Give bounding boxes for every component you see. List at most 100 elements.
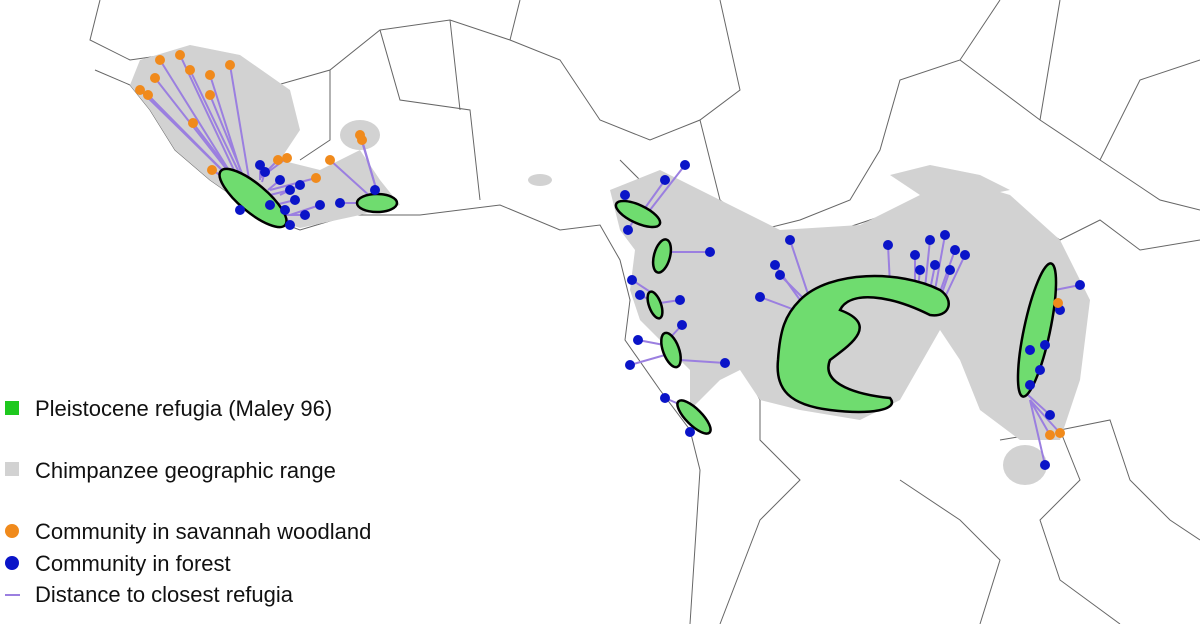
savannah-community bbox=[150, 73, 160, 83]
legend-label: Chimpanzee geographic range bbox=[35, 458, 336, 483]
forest-community bbox=[1075, 280, 1085, 290]
forest-community bbox=[265, 200, 275, 210]
forest-community bbox=[335, 198, 345, 208]
forest-community bbox=[770, 260, 780, 270]
forest-community bbox=[300, 210, 310, 220]
forest-community bbox=[1045, 410, 1055, 420]
savannah-community bbox=[143, 90, 153, 100]
distance-line bbox=[159, 59, 236, 181]
forest-community bbox=[290, 195, 300, 205]
forest-community bbox=[930, 260, 940, 270]
savannah-community bbox=[185, 65, 195, 75]
forest-community bbox=[660, 175, 670, 185]
legend-label: Pleistocene refugia (Maley 96) bbox=[35, 396, 332, 421]
savannah-community bbox=[155, 55, 165, 65]
forest-community bbox=[720, 358, 730, 368]
legend: Pleistocene refugia (Maley 96) Chimpanze… bbox=[5, 396, 371, 607]
forest-community bbox=[255, 160, 265, 170]
savannah-community bbox=[355, 130, 365, 140]
forest-community bbox=[660, 393, 670, 403]
forest-community bbox=[623, 225, 633, 235]
legend-label: Community in savannah woodland bbox=[35, 519, 371, 544]
forest-community bbox=[285, 185, 295, 195]
distance-line bbox=[934, 234, 946, 291]
refugia bbox=[218, 167, 1058, 435]
forest-community bbox=[950, 245, 960, 255]
forest-community bbox=[1025, 345, 1035, 355]
distance-line bbox=[629, 354, 666, 366]
savannah-community bbox=[1053, 298, 1063, 308]
savannah-community bbox=[325, 155, 335, 165]
forest-community bbox=[295, 180, 305, 190]
forest-community bbox=[705, 247, 715, 257]
savannah-community bbox=[188, 118, 198, 128]
savannah-community bbox=[135, 85, 145, 95]
forest-community bbox=[285, 220, 295, 230]
distance-line bbox=[789, 239, 811, 301]
forest-community bbox=[883, 240, 893, 250]
distance-line bbox=[269, 177, 317, 191]
savannah-community bbox=[225, 60, 235, 70]
savannah-community bbox=[205, 70, 215, 80]
distance-line bbox=[924, 239, 931, 289]
forest-community bbox=[910, 250, 920, 260]
distance-line bbox=[229, 64, 251, 186]
legend-swatch bbox=[5, 401, 19, 415]
savannah-community bbox=[175, 50, 185, 60]
communities bbox=[135, 50, 1085, 470]
legend-swatch bbox=[5, 556, 19, 570]
distance-line bbox=[189, 69, 246, 186]
forest-community bbox=[1040, 460, 1050, 470]
forest-community bbox=[915, 265, 925, 275]
distance-line bbox=[1029, 399, 1046, 466]
distance-line bbox=[154, 77, 236, 181]
legend-label: Community in forest bbox=[35, 551, 231, 576]
forest-community bbox=[280, 205, 290, 215]
forest-community bbox=[627, 275, 637, 285]
forest-community bbox=[1035, 365, 1045, 375]
savannah-community bbox=[273, 155, 283, 165]
distance-line bbox=[644, 179, 666, 209]
distance-line bbox=[649, 164, 686, 211]
forest-community bbox=[625, 360, 635, 370]
chimpanzee-range bbox=[130, 45, 1090, 485]
legend-swatch bbox=[5, 462, 19, 476]
forest-community bbox=[315, 200, 325, 210]
distance-line bbox=[1029, 399, 1061, 434]
savannah-community bbox=[205, 90, 215, 100]
forest-community bbox=[960, 250, 970, 260]
legend-label: Distance to closest refugia bbox=[35, 582, 294, 607]
distance-line bbox=[945, 254, 966, 296]
savannah-community bbox=[311, 173, 321, 183]
distance-line bbox=[679, 359, 726, 364]
forest-community bbox=[775, 270, 785, 280]
forest-community bbox=[685, 427, 695, 437]
distance-line bbox=[1029, 399, 1051, 436]
forest-community bbox=[620, 190, 630, 200]
forest-community bbox=[675, 295, 685, 305]
forest-community bbox=[1040, 340, 1050, 350]
forest-community bbox=[945, 265, 955, 275]
forest-community bbox=[633, 335, 643, 345]
forest-community bbox=[370, 185, 380, 195]
forest-community bbox=[925, 235, 935, 245]
forest-community bbox=[635, 290, 645, 300]
forest-community bbox=[235, 205, 245, 215]
distance-line bbox=[779, 274, 806, 301]
forest-community bbox=[260, 167, 270, 177]
distance-line bbox=[329, 159, 373, 199]
savannah-community bbox=[207, 165, 217, 175]
legend-swatch bbox=[5, 524, 19, 538]
savannah-community bbox=[1055, 428, 1065, 438]
forest-community bbox=[755, 292, 765, 302]
distance-line bbox=[179, 54, 241, 184]
forest-community bbox=[677, 320, 687, 330]
forest-community bbox=[785, 235, 795, 245]
forest-community bbox=[940, 230, 950, 240]
distance-line bbox=[147, 94, 231, 179]
forest-community bbox=[1025, 380, 1035, 390]
distance-line bbox=[759, 296, 796, 311]
forest-community bbox=[275, 175, 285, 185]
